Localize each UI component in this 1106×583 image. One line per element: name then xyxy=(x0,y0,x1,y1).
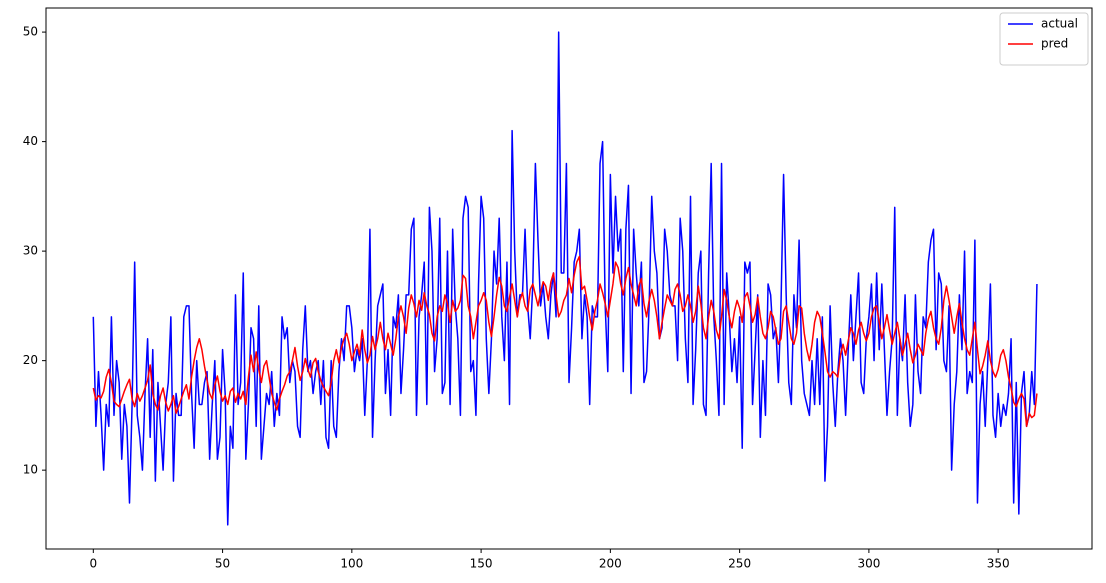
x-tick-label: 100 xyxy=(340,557,363,571)
x-tick-label: 300 xyxy=(857,557,880,571)
x-tick-label: 250 xyxy=(728,557,751,571)
y-tick-label: 50 xyxy=(23,25,38,39)
legend-box xyxy=(999,12,1089,66)
y-tick-label: 40 xyxy=(23,134,38,148)
x-tick-label: 350 xyxy=(987,557,1010,571)
plot-frame xyxy=(45,7,1093,550)
x-tick-label: 150 xyxy=(470,557,493,571)
legend-label: pred xyxy=(1041,37,1068,51)
y-tick-label: 20 xyxy=(23,353,38,367)
series-line xyxy=(92,255,1038,428)
y-tick-label: 10 xyxy=(23,463,38,477)
x-tick-label: 0 xyxy=(89,557,97,571)
x-tick-label: 50 xyxy=(215,557,230,571)
series-line xyxy=(92,31,1038,526)
legend-label: actual xyxy=(1041,17,1078,31)
x-tick-label: 200 xyxy=(599,557,622,571)
y-tick-label: 30 xyxy=(23,244,38,258)
